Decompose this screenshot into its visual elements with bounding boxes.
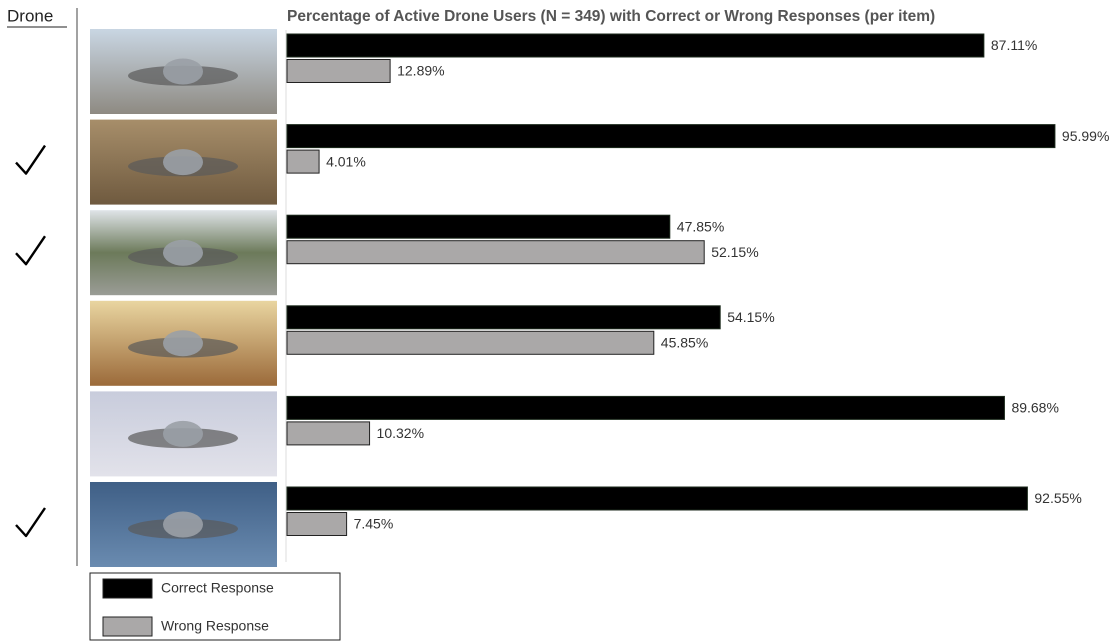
- drone-shape: [163, 420, 203, 447]
- drone-shape: [163, 511, 203, 538]
- drone-shape: [163, 149, 203, 176]
- drone-shape: [163, 330, 203, 357]
- bar: [286, 240, 705, 265]
- legend-label: Wrong Response: [161, 618, 269, 634]
- legend-swatch: [102, 616, 153, 637]
- row-header: Drone: [7, 6, 53, 25]
- value-label: 10.32%: [377, 425, 424, 441]
- value-label: 54.15%: [727, 309, 774, 325]
- chart-title: Percentage of Active Drone Users (N = 34…: [287, 8, 935, 25]
- checkmark: [15, 235, 46, 266]
- checkmark: [15, 507, 46, 538]
- value-label: 4.01%: [326, 153, 366, 169]
- bar: [286, 486, 1028, 511]
- value-label: 95.99%: [1062, 128, 1109, 144]
- bar: [286, 149, 320, 174]
- bar: [286, 512, 348, 536]
- drone-shape: [163, 58, 203, 85]
- legend-label: Correct Response: [161, 580, 274, 596]
- bar: [286, 421, 371, 446]
- bar: [286, 395, 1005, 420]
- bar: [286, 124, 1056, 149]
- drone-shape: [163, 239, 203, 266]
- value-label: 87.11%: [991, 37, 1037, 53]
- bar: [286, 33, 985, 58]
- value-label: 45.85%: [661, 335, 708, 351]
- images: [90, 29, 277, 567]
- bar: [286, 305, 721, 330]
- legend-swatch: [102, 578, 153, 599]
- bar: [286, 330, 655, 355]
- checkmark: [15, 144, 46, 175]
- value-label: 89.68%: [1011, 400, 1058, 416]
- value-label: 7.45%: [354, 516, 394, 532]
- value-label: 47.85%: [677, 218, 724, 234]
- bar: [286, 59, 391, 83]
- bar: [286, 214, 671, 239]
- value-label: 12.89%: [397, 63, 444, 79]
- value-label: 92.55%: [1034, 490, 1081, 506]
- value-label: 52.15%: [711, 244, 758, 260]
